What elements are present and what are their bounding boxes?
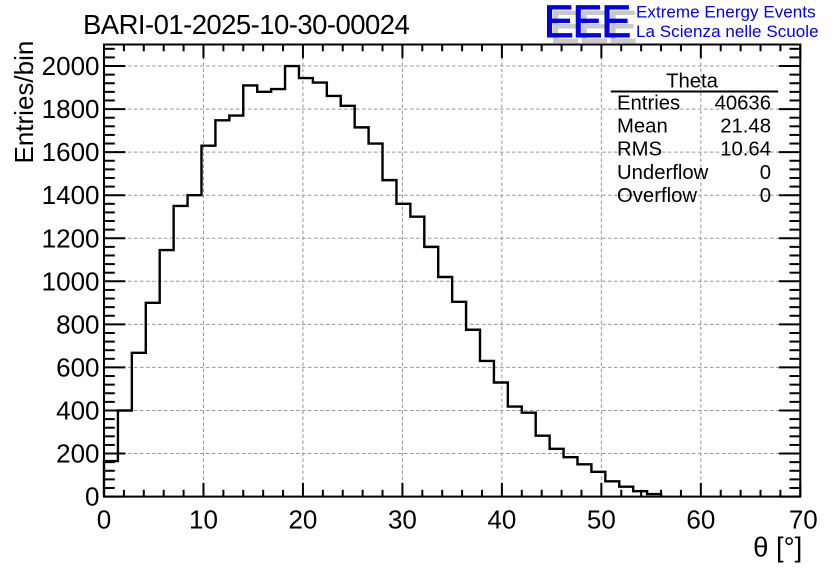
svg-text:BARI-01-2025-10-30-00024: BARI-01-2025-10-30-00024 (83, 9, 409, 40)
svg-text:Entries: Entries (617, 92, 680, 114)
svg-text:1200: 1200 (42, 223, 100, 253)
svg-text:0: 0 (85, 482, 99, 512)
svg-text:20: 20 (288, 505, 317, 535)
svg-text:800: 800 (56, 309, 99, 339)
svg-text:600: 600 (56, 352, 99, 382)
svg-text:70: 70 (789, 505, 818, 535)
svg-text:RMS: RMS (617, 139, 662, 161)
svg-text:0: 0 (760, 185, 771, 207)
svg-text:1600: 1600 (42, 137, 100, 167)
svg-text:Extreme Energy Events: Extreme Energy Events (636, 3, 816, 22)
svg-text:50: 50 (587, 505, 616, 535)
svg-text:400: 400 (56, 395, 99, 425)
svg-text:200: 200 (56, 439, 99, 469)
svg-text:40636: 40636 (715, 92, 771, 114)
svg-text:40: 40 (487, 505, 516, 535)
svg-text:1400: 1400 (42, 180, 100, 210)
svg-text:Overflow: Overflow (617, 185, 697, 207)
svg-text:θ [°]: θ [°] (753, 532, 802, 563)
svg-text:Theta: Theta (666, 71, 719, 93)
svg-text:EEE: EEE (544, 0, 630, 47)
svg-text:2000: 2000 (42, 51, 100, 81)
svg-text:1000: 1000 (42, 266, 100, 296)
svg-text:30: 30 (388, 505, 417, 535)
svg-text:Mean: Mean (617, 116, 668, 138)
svg-text:Underflow: Underflow (617, 162, 709, 184)
svg-text:EEE: EEE (550, 2, 636, 53)
svg-text:21.48: 21.48 (720, 116, 771, 138)
svg-text:0: 0 (760, 162, 771, 184)
svg-text:60: 60 (686, 505, 715, 535)
svg-text:10: 10 (189, 505, 218, 535)
svg-text:La Scienza nelle Scuole: La Scienza nelle Scuole (636, 22, 819, 41)
svg-text:1800: 1800 (42, 94, 100, 124)
svg-text:10.64: 10.64 (720, 139, 771, 161)
svg-text:0: 0 (97, 505, 111, 535)
svg-text:Entries/bin: Entries/bin (9, 41, 39, 164)
